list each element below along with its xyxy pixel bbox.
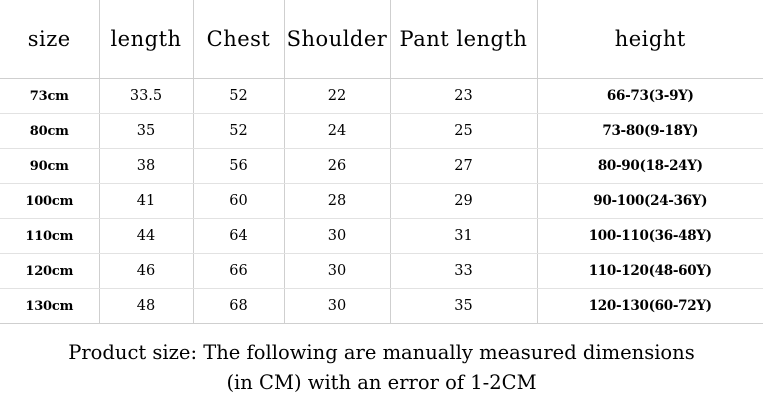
cell-chest: 68 xyxy=(193,288,285,324)
cell-pant-length: 29 xyxy=(390,183,538,219)
table-header: size length Chest Shoulder Pant length h… xyxy=(0,0,763,79)
cell-size: 130cm xyxy=(0,288,100,324)
table-row: 120cm 46 66 30 33 110-120(48-60Y) xyxy=(0,253,763,289)
cell-chest: 52 xyxy=(193,78,285,114)
cell-chest: 60 xyxy=(193,183,285,219)
cell-shoulder: 24 xyxy=(284,113,391,149)
table-row: 130cm 48 68 30 35 120-130(60-72Y) xyxy=(0,288,763,324)
measurement-note-line-1: Product size: The following are manually… xyxy=(68,341,695,364)
cell-height: 66-73(3-9Y) xyxy=(537,78,763,114)
cell-shoulder: 30 xyxy=(284,253,391,289)
cell-pant-length: 23 xyxy=(390,78,538,114)
table-row: 90cm 38 56 26 27 80-90(18-24Y) xyxy=(0,148,763,184)
cell-size: 100cm xyxy=(0,183,100,219)
cell-height: 110-120(48-60Y) xyxy=(537,253,763,289)
measurement-note-line-2: (in CM) with an error of 1-2CM xyxy=(226,371,537,394)
table-row: 110cm 44 64 30 31 100-110(36-48Y) xyxy=(0,218,763,254)
measurement-note: Product size: The following are manually… xyxy=(0,338,763,398)
cell-size: 110cm xyxy=(0,218,100,254)
cell-length: 35 xyxy=(99,113,194,149)
column-header-size: size xyxy=(0,0,100,79)
cell-shoulder: 30 xyxy=(284,288,391,324)
table-row: 73cm 33.5 52 22 23 66-73(3-9Y) xyxy=(0,78,763,114)
size-chart-table: size length Chest Shoulder Pant length h… xyxy=(0,0,763,324)
table-header-row: size length Chest Shoulder Pant length h… xyxy=(0,0,763,79)
table-body: 73cm 33.5 52 22 23 66-73(3-9Y) 80cm 35 5… xyxy=(0,78,763,324)
cell-size: 90cm xyxy=(0,148,100,184)
cell-length: 46 xyxy=(99,253,194,289)
cell-shoulder: 28 xyxy=(284,183,391,219)
cell-chest: 52 xyxy=(193,113,285,149)
cell-shoulder: 26 xyxy=(284,148,391,184)
cell-chest: 64 xyxy=(193,218,285,254)
cell-length: 48 xyxy=(99,288,194,324)
cell-length: 44 xyxy=(99,218,194,254)
cell-chest: 56 xyxy=(193,148,285,184)
column-header-length: length xyxy=(99,0,194,79)
column-header-shoulder: Shoulder xyxy=(284,0,391,79)
cell-size: 120cm xyxy=(0,253,100,289)
cell-pant-length: 35 xyxy=(390,288,538,324)
cell-height: 73-80(9-18Y) xyxy=(537,113,763,149)
cell-length: 41 xyxy=(99,183,194,219)
cell-pant-length: 25 xyxy=(390,113,538,149)
cell-pant-length: 33 xyxy=(390,253,538,289)
cell-size: 73cm xyxy=(0,78,100,114)
cell-shoulder: 30 xyxy=(284,218,391,254)
table-row: 80cm 35 52 24 25 73-80(9-18Y) xyxy=(0,113,763,149)
cell-size: 80cm xyxy=(0,113,100,149)
cell-height: 80-90(18-24Y) xyxy=(537,148,763,184)
cell-length: 33.5 xyxy=(99,78,194,114)
cell-height: 120-130(60-72Y) xyxy=(537,288,763,324)
column-header-chest: Chest xyxy=(193,0,285,79)
cell-shoulder: 22 xyxy=(284,78,391,114)
cell-height: 90-100(24-36Y) xyxy=(537,183,763,219)
cell-pant-length: 31 xyxy=(390,218,538,254)
cell-length: 38 xyxy=(99,148,194,184)
cell-chest: 66 xyxy=(193,253,285,289)
table-row: 100cm 41 60 28 29 90-100(24-36Y) xyxy=(0,183,763,219)
cell-height: 100-110(36-48Y) xyxy=(537,218,763,254)
column-header-pant-length: Pant length xyxy=(390,0,538,79)
column-header-height: height xyxy=(537,0,763,79)
cell-pant-length: 27 xyxy=(390,148,538,184)
